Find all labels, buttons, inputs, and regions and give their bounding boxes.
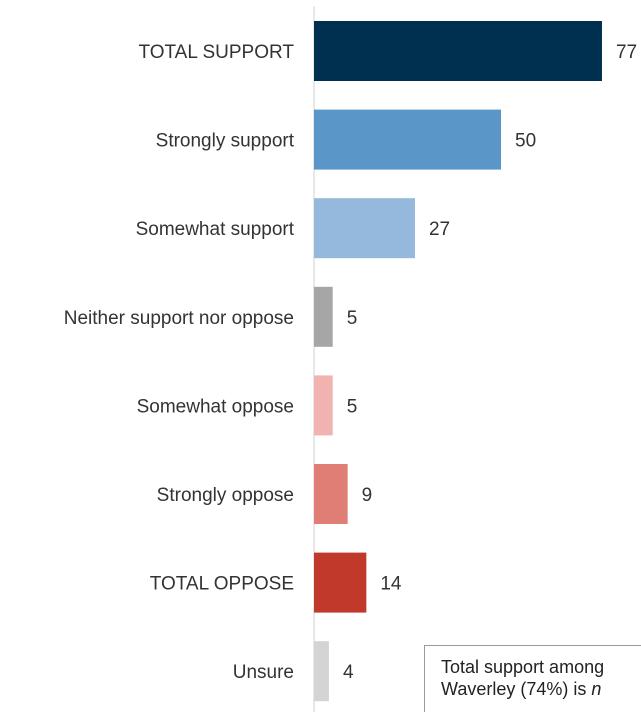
value-label-total-support: 77 (616, 42, 637, 63)
callout-line-2-emphasis: n (591, 679, 602, 699)
category-label-total-oppose: TOTAL OPPOSE (150, 574, 294, 595)
bar-somewhat-oppose (314, 375, 333, 436)
bar-neither-support-nor-oppose (314, 286, 333, 347)
value-label-total-oppose: 14 (380, 574, 402, 595)
value-label-unsure: 4 (343, 662, 354, 683)
category-label-somewhat-support: Somewhat support (136, 219, 295, 240)
category-label-strongly-oppose: Strongly oppose (157, 485, 294, 506)
value-label-somewhat-support: 27 (429, 219, 450, 240)
callout-line-1: Total support among (441, 657, 605, 677)
category-label-unsure: Unsure (233, 662, 294, 683)
category-label-strongly-support: Strongly support (156, 131, 295, 152)
value-label-somewhat-oppose: 5 (347, 396, 358, 417)
annotation-callout: Total support among Waverley (74%) is n (424, 645, 641, 712)
value-label-neither-support-nor-oppose: 5 (347, 308, 358, 329)
bar-strongly-oppose (314, 464, 348, 524)
bar-somewhat-support (314, 198, 415, 259)
callout-line-2: Waverley (74%) is n (441, 678, 641, 700)
bar-unsure (314, 641, 329, 702)
category-label-total-support: TOTAL SUPPORT (138, 42, 294, 63)
value-label-strongly-support: 50 (515, 131, 536, 152)
callout-line-2-text: Waverley (74%) is (441, 679, 592, 699)
bar-total-support (314, 21, 602, 81)
bar-total-oppose (314, 552, 367, 613)
value-label-strongly-oppose: 9 (362, 485, 373, 506)
category-label-somewhat-oppose: Somewhat oppose (137, 396, 294, 417)
category-label-neither-support-nor-oppose: Neither support nor oppose (64, 308, 294, 329)
bar-strongly-support (314, 109, 501, 170)
